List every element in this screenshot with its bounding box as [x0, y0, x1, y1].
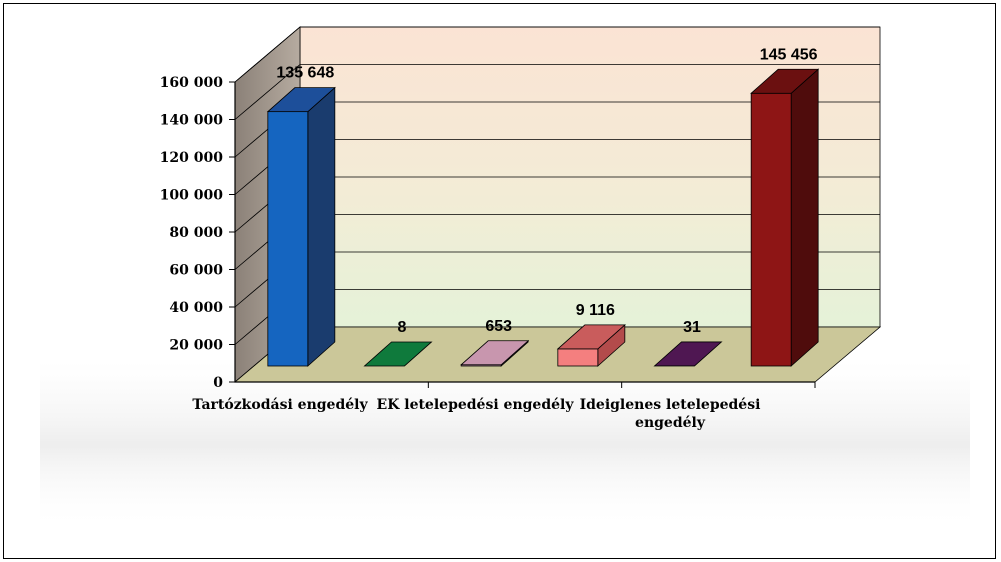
bar-top [266, 87, 336, 113]
data-label: 145 456 [760, 46, 818, 63]
data-label: 31 [683, 319, 701, 336]
bar [653, 341, 723, 367]
y-tick-label: 0 [213, 375, 223, 391]
y-tick-label: 40 000 [169, 300, 223, 316]
y-tick-label: 140 000 [160, 113, 224, 129]
y-tick-label: 120 000 [160, 150, 224, 166]
category-label: EK letelepedési engedély [377, 397, 575, 413]
category-label: Ideiglenes letelepedési engedély [580, 397, 761, 431]
bar [750, 68, 820, 367]
bar-front [750, 92, 792, 367]
y-tick-label: 160 000 [160, 75, 224, 91]
data-label: 653 [485, 318, 512, 335]
bar-front [267, 111, 309, 367]
gridline [234, 64, 880, 120]
y-tick-label: 20 000 [169, 338, 223, 354]
data-label: 8 [398, 319, 407, 336]
y-tick-label: 60 000 [169, 263, 223, 279]
bar-top [556, 324, 626, 350]
data-label: 9 116 [576, 302, 615, 319]
bar-top [750, 68, 820, 94]
bar-top [460, 340, 530, 366]
bar-side [790, 68, 819, 367]
bar-side [307, 86, 336, 367]
y-tick-label: 100 000 [160, 188, 224, 204]
bar [266, 86, 336, 367]
bar-front [557, 348, 599, 367]
data-label: 135 648 [276, 65, 334, 82]
bar [460, 339, 530, 367]
y-tick-label: 80 000 [169, 225, 223, 241]
gridline [234, 26, 880, 83]
bar [556, 324, 626, 367]
bar [363, 341, 433, 367]
plot-shadow [40, 360, 970, 530]
bar-top [363, 341, 433, 367]
category-label: Tartózkodási engedély [192, 397, 368, 413]
bar-top [653, 341, 723, 367]
